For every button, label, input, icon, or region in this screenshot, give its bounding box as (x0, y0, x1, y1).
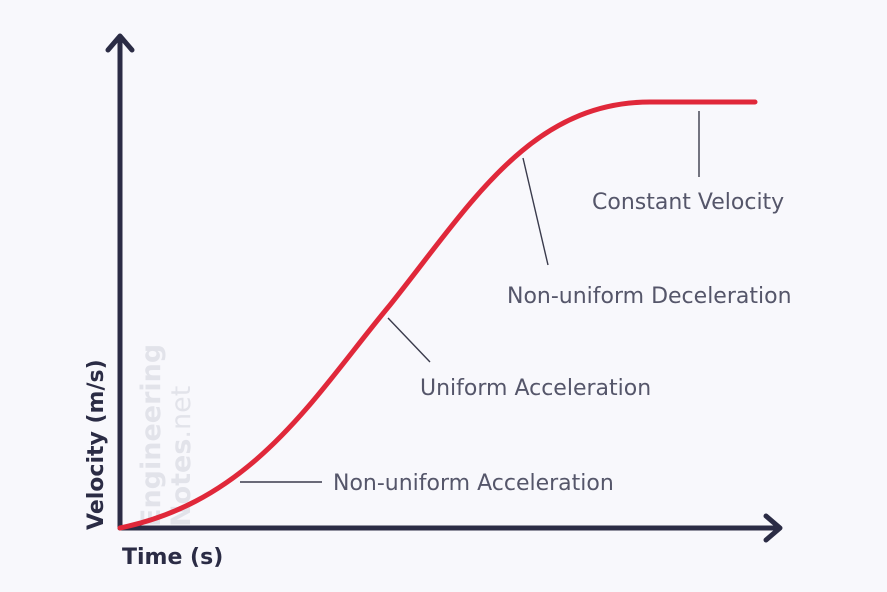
label-constant-velocity: Constant Velocity (592, 190, 784, 215)
y-axis-title: Velocity (m/s) (84, 359, 109, 530)
x-axis-arrow-icon (763, 513, 783, 543)
label-non-uniform-deceleration: Non-uniform Deceleration (507, 284, 792, 309)
leader-uniform-acceleration (387, 317, 431, 363)
axes (105, 33, 783, 543)
watermark-logo: Engineering Notes.net (136, 344, 197, 527)
watermark-line-1: Engineering (136, 344, 167, 527)
label-non-uniform-acceleration: Non-uniform Acceleration (333, 471, 614, 496)
label-uniform-acceleration: Uniform Acceleration (420, 376, 651, 401)
leader-lines (240, 111, 700, 483)
x-axis-title: Time (s) (122, 545, 223, 570)
leader-non-uniform-deceleration (522, 157, 549, 266)
velocity-curve (117, 99, 758, 531)
y-axis-arrow-icon (105, 33, 135, 53)
watermark-net: .net (166, 386, 197, 439)
